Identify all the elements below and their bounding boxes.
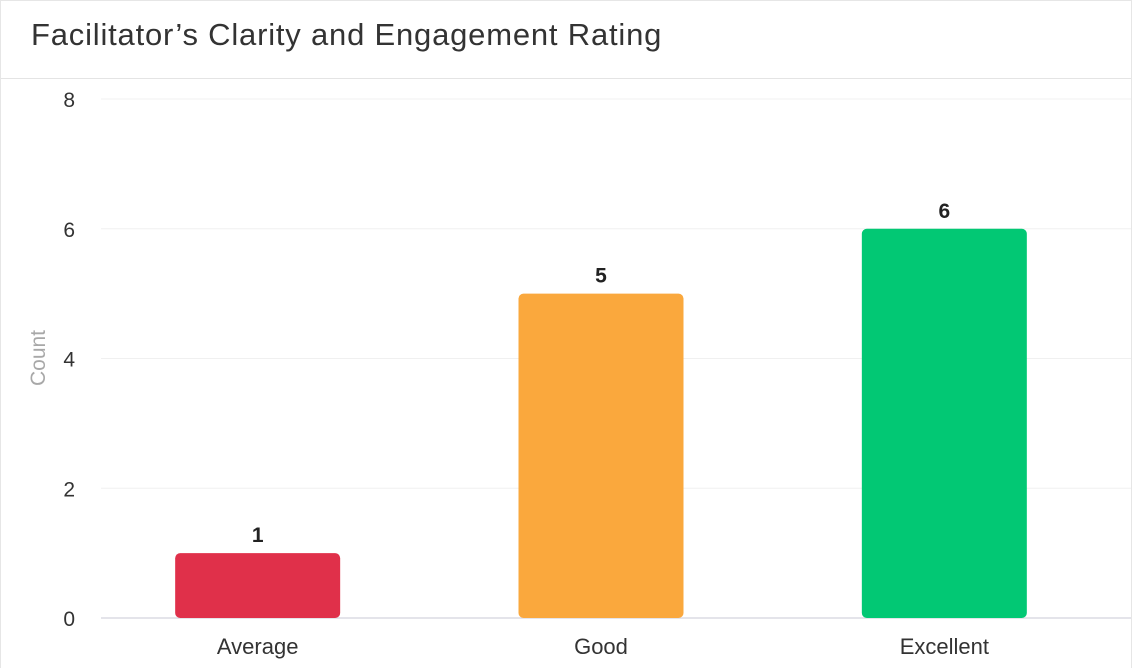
chart-title: Facilitator’s Clarity and Engagement Rat… bbox=[31, 17, 663, 52]
x-tick-label-good: Good bbox=[574, 634, 628, 659]
x-tick-label-average: Average bbox=[217, 634, 299, 659]
y-tick-label-6: 6 bbox=[63, 219, 75, 242]
y-axis: 0 2 4 6 8 bbox=[63, 89, 75, 631]
x-tick-label-excellent: Excellent bbox=[900, 634, 989, 659]
data-label-excellent: 6 bbox=[938, 200, 950, 223]
card-header: Facilitator’s Clarity and Engagement Rat… bbox=[1, 1, 1131, 79]
data-labels: 1 5 6 bbox=[252, 200, 950, 547]
y-tick-label-8: 8 bbox=[63, 89, 75, 112]
bar-average[interactable] bbox=[175, 553, 341, 618]
y-tick-label-2: 2 bbox=[63, 478, 75, 501]
x-axis: Average Good Excellent bbox=[217, 634, 989, 659]
bars bbox=[175, 228, 1027, 618]
y-tick-label-4: 4 bbox=[63, 349, 75, 372]
bar-good[interactable] bbox=[518, 293, 684, 618]
y-axis-title: Count bbox=[27, 330, 50, 386]
y-tick-label-0: 0 bbox=[63, 608, 75, 631]
bar-excellent[interactable] bbox=[861, 228, 1027, 618]
data-label-good: 5 bbox=[595, 265, 607, 288]
data-label-average: 1 bbox=[252, 524, 264, 547]
